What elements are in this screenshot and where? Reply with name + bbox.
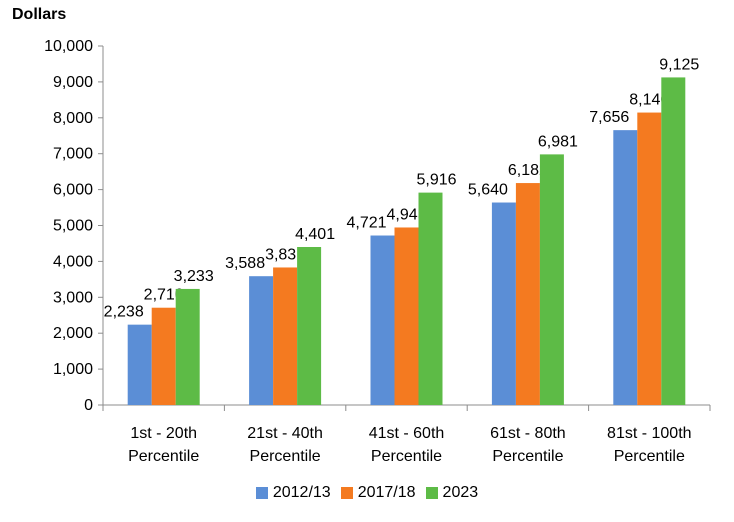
data-label: 4,721 xyxy=(346,215,386,232)
bar xyxy=(515,183,540,405)
y-tick-label: 8,000 xyxy=(53,110,93,127)
data-label: 3,233 xyxy=(174,268,214,285)
legend-label-2012-13: 2012/13 xyxy=(272,484,331,501)
bar xyxy=(491,202,516,405)
bar xyxy=(661,77,686,405)
y-tick-label: 2,000 xyxy=(53,325,93,342)
data-label: 9,125 xyxy=(659,56,699,73)
legend-label-2023: 2023 xyxy=(442,484,479,501)
data-label: 5,640 xyxy=(468,182,508,199)
bar xyxy=(127,324,152,405)
data-label: 6,182 xyxy=(508,162,548,179)
data-label: 7,656 xyxy=(589,109,629,126)
x-tick-label: Percentile xyxy=(371,448,442,465)
data-label: 2,238 xyxy=(104,304,144,321)
y-tick-label: 6,000 xyxy=(53,182,93,199)
bar xyxy=(394,227,419,405)
bar-chart: 0 1,000 2,000 3,000 4,000 5,000 6,000 7,000 8,00… xyxy=(44,38,711,465)
x-tick-label: 41st - 60th xyxy=(369,425,445,442)
bar xyxy=(539,154,564,405)
legend-item-2023: 2023 xyxy=(425,484,479,502)
x-tick-label: 1st - 20th xyxy=(130,425,197,442)
x-tick-label: Percentile xyxy=(614,448,685,465)
bar xyxy=(297,247,322,405)
y-tick-label: 9,000 xyxy=(53,74,93,91)
y-tick-label: 10,000 xyxy=(44,38,93,55)
x-tick-label: Percentile xyxy=(250,448,321,465)
y-tick-label: 0 xyxy=(84,397,93,414)
legend-label-2017-18: 2017/18 xyxy=(357,484,416,501)
x-tick-label: 81st - 100th xyxy=(607,425,692,442)
legend-item-2012-13: 2012/13 xyxy=(255,484,331,502)
bar xyxy=(418,192,443,405)
legend-swatch-2023 xyxy=(425,487,438,499)
data-label: 6,981 xyxy=(538,133,578,150)
legend-item-2017-18: 2017/18 xyxy=(340,484,416,502)
data-label: 2,710 xyxy=(144,287,184,304)
y-axis-label: Dollars xyxy=(12,6,67,23)
bar xyxy=(151,307,176,405)
y-tick-label: 7,000 xyxy=(53,146,93,163)
bar xyxy=(613,130,638,405)
data-label: 3,588 xyxy=(225,255,265,272)
x-tick-label: 61st - 80th xyxy=(490,425,566,442)
bar xyxy=(637,112,662,406)
data-label: 4,945 xyxy=(386,206,426,223)
bar xyxy=(175,288,200,405)
legend-swatch-2017-18 xyxy=(340,487,353,499)
y-tick-label: 1,000 xyxy=(53,361,93,378)
bar xyxy=(249,276,274,405)
data-label: 8,146 xyxy=(629,92,669,109)
x-tick-label: Percentile xyxy=(128,448,199,465)
data-label: 5,916 xyxy=(416,172,456,189)
bar xyxy=(370,235,395,405)
y-tick-label: 4,000 xyxy=(53,253,93,270)
bar xyxy=(273,267,298,405)
x-tick-label: 21st - 40th xyxy=(247,425,323,442)
y-tick-label: 5,000 xyxy=(53,218,93,235)
y-tick-label: 3,000 xyxy=(53,289,93,306)
data-label: 4,401 xyxy=(295,226,335,243)
data-label: 3,831 xyxy=(265,246,305,263)
legend: 2012/13 2017/18 2023 xyxy=(0,484,734,502)
x-tick-label: Percentile xyxy=(492,448,563,465)
legend-swatch-2012-13 xyxy=(255,487,268,499)
